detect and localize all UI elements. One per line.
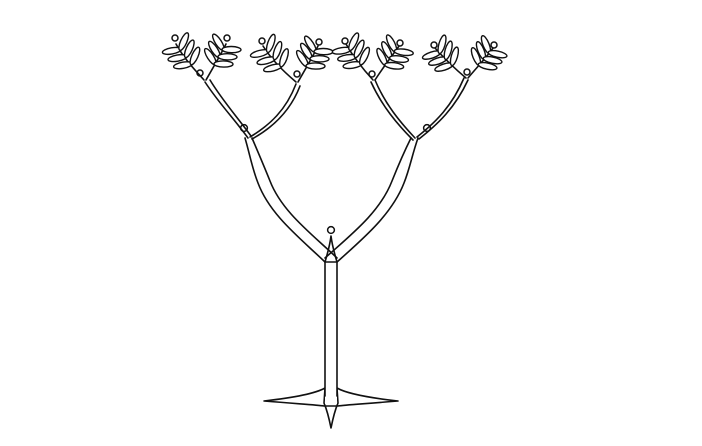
leaf: [487, 49, 508, 59]
leaf: [443, 40, 453, 61]
leaf: [221, 45, 242, 54]
right-limb-inner: [324, 137, 412, 259]
leaf: [477, 61, 498, 71]
tip-bud-5: [341, 37, 349, 45]
fork-bud-3: [368, 70, 376, 78]
tip-bud-4: [315, 38, 323, 46]
leaf: [449, 46, 460, 67]
leaf: [353, 39, 365, 59]
leaf: [384, 61, 405, 70]
left-secondary-left-inner: [209, 79, 252, 137]
right-secondary-right-inner: [418, 79, 469, 140]
left-limb-inner: [251, 137, 338, 259]
trunk-fill: [325, 262, 337, 404]
left-secondary-right-inner: [251, 85, 301, 140]
leaf-clusters: [161, 32, 508, 73]
leaf: [213, 60, 234, 68]
leaf: [183, 39, 195, 59]
leaf: [482, 55, 503, 65]
left-secondary-right: [249, 83, 297, 138]
leaf: [358, 46, 371, 66]
tip-bud-7: [430, 41, 438, 49]
leaf: [348, 32, 360, 52]
central-bud: [326, 225, 336, 235]
leaf: [393, 48, 414, 57]
fork-bud-2: [293, 70, 301, 78]
right-limb-outer: [336, 137, 419, 263]
leaf: [189, 46, 201, 66]
leaf: [178, 32, 190, 52]
leaf: [278, 48, 290, 68]
leaf: [305, 62, 326, 70]
tip-bud-8: [490, 41, 498, 49]
right-secondary-left: [374, 79, 416, 139]
leaf: [309, 54, 330, 63]
leaf: [265, 33, 276, 54]
right-secondary-right: [416, 77, 465, 138]
left-secondary-left: [204, 81, 249, 139]
leaf: [313, 47, 334, 56]
leaf: [437, 34, 447, 55]
leaf: [217, 52, 238, 61]
left-limb-outer: [244, 137, 326, 263]
tip-bud-2: [223, 34, 231, 42]
leaf: [388, 55, 410, 63]
fork-bud-4: [463, 68, 471, 76]
right-secondary-left-inner: [370, 81, 414, 141]
tip-bud-3: [258, 37, 266, 45]
tip-bud-6: [396, 39, 404, 47]
tip-bud-1: [171, 34, 179, 42]
leaf: [272, 40, 283, 61]
